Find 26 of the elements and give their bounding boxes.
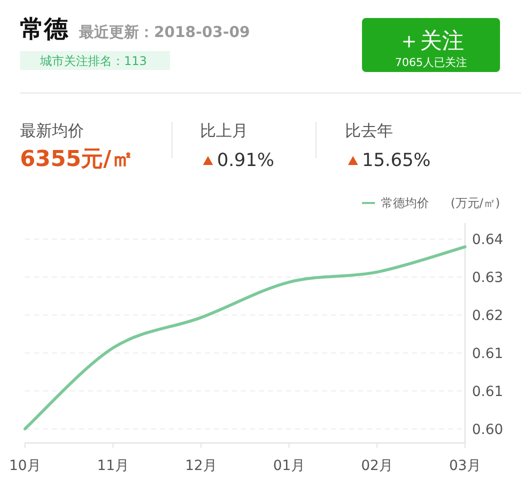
y-tick-label: 0.60	[472, 422, 504, 438]
y-axis-title: (万元/㎡)	[450, 196, 500, 210]
x-tick-label: 02月	[361, 458, 393, 474]
legend-label: 常德均价	[381, 196, 429, 210]
text: 最新均价	[20, 121, 84, 140]
text: 15.65%	[362, 150, 431, 171]
y-tick-label: 0.61	[472, 384, 504, 400]
text: 比上月	[200, 121, 248, 140]
text: 7065人已关注	[395, 56, 467, 69]
x-tick-label: 03月	[449, 458, 481, 474]
text: ＋关注	[398, 29, 464, 54]
chart-subtitle: 最近更新：2018-03-09	[78, 23, 250, 41]
x-tick-label: 12月	[185, 458, 217, 474]
y-tick-label: 0.64	[472, 232, 504, 248]
y-tick-label: 0.63	[472, 270, 504, 286]
y-tick-label: 0.61	[472, 346, 504, 362]
text: 0.91%	[217, 150, 274, 171]
line-series	[24, 245, 466, 430]
x-tick-label: 01月	[273, 458, 305, 474]
x-tick-label: 11月	[97, 458, 129, 474]
chart-title: 常德	[20, 15, 69, 43]
text: 城市关注排名：113	[39, 54, 147, 68]
y-tick-label: 0.62	[472, 308, 504, 324]
x-tick-label: 10月	[9, 458, 41, 474]
text: 6355元/㎡	[20, 147, 134, 172]
text: 比去年	[345, 121, 393, 140]
